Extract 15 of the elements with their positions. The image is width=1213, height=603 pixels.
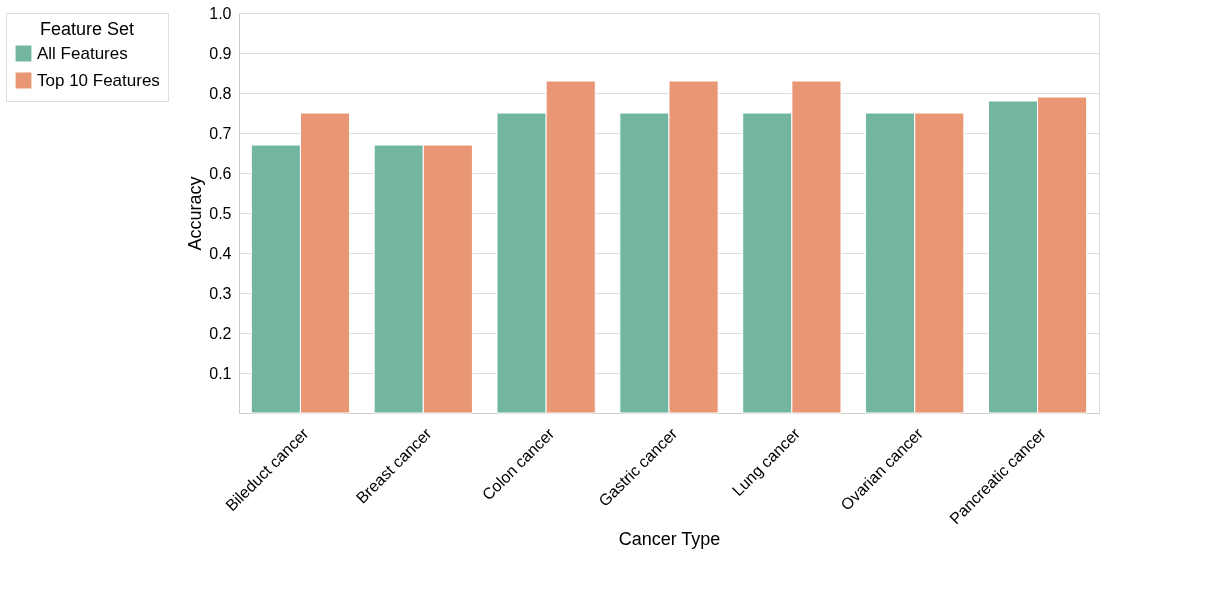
y-tick-label: 0.4 [209, 244, 232, 262]
y-tick-label: 0.2 [209, 324, 232, 342]
y-tick-label: 0.7 [209, 124, 232, 142]
y-tick-label: 0.1 [209, 364, 232, 382]
y-axis-title: Accuracy [185, 176, 206, 251]
y-tick-label: 0.6 [209, 164, 232, 182]
legend-label: All Features [37, 43, 128, 63]
y-tick-label: 0.5 [209, 204, 232, 222]
y-tick-label: 0.8 [209, 84, 232, 102]
x-axis-title: Cancer Type [618, 529, 721, 550]
legend-title: Feature Set [39, 19, 135, 39]
legend-label: Top 10 Features [37, 70, 160, 90]
y-tick-label: 0.3 [209, 284, 232, 302]
y-tick-label: 1.0 [209, 4, 232, 22]
y-tick-label: 0.9 [209, 44, 232, 62]
